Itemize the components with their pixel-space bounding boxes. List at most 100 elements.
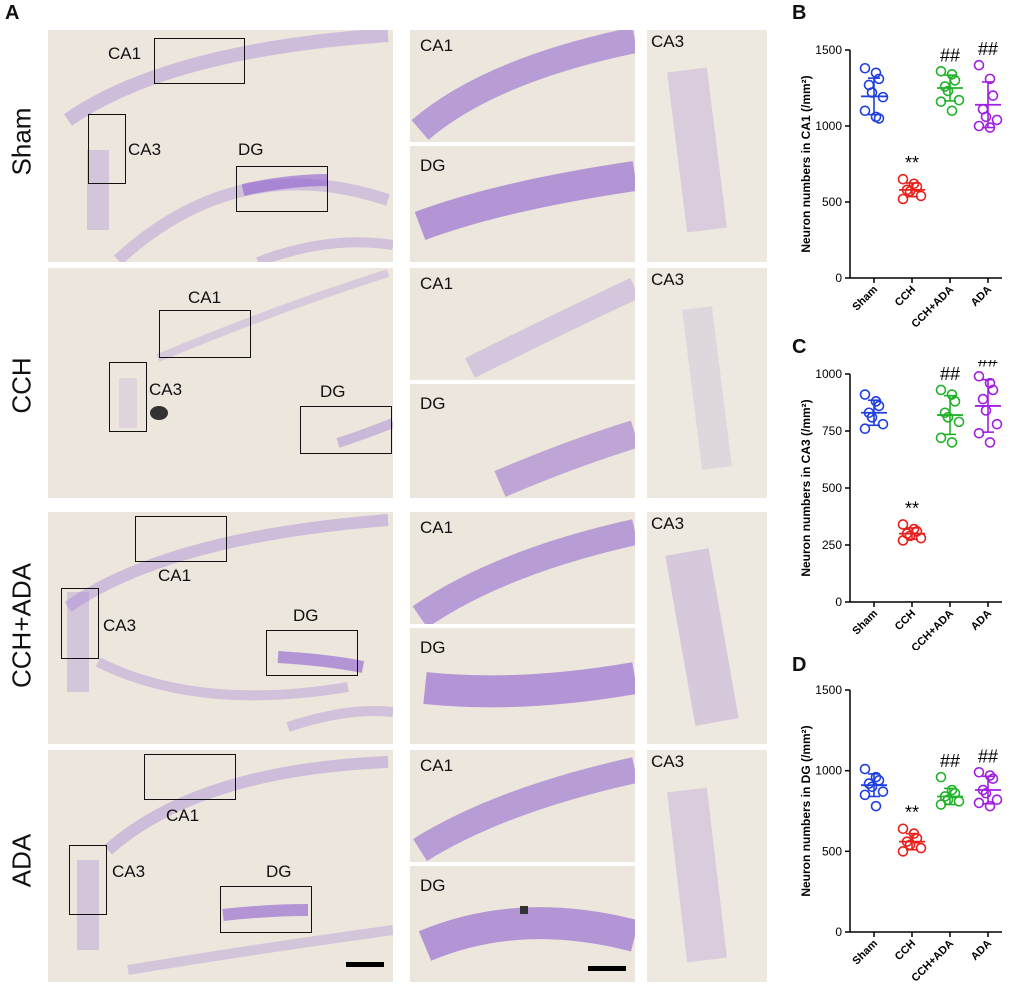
data-point (949, 787, 961, 799)
significance-mark: ## (978, 360, 998, 370)
data-point (980, 111, 992, 123)
significance-mark: ## (940, 45, 960, 65)
data-point (984, 437, 996, 448)
data-point (897, 535, 909, 546)
data-point (991, 418, 1003, 430)
roi-box-ca1 (159, 310, 251, 358)
roi-box-ca1 (135, 516, 227, 562)
region-label-ca1: CA1 (420, 518, 454, 537)
data-point (870, 800, 882, 812)
scale-bar (588, 966, 626, 971)
x-tick-label: Sham (850, 607, 880, 637)
data-point (953, 796, 965, 807)
region-label-dg: DG (420, 876, 446, 895)
data-point (946, 437, 958, 448)
scale-bar (346, 962, 384, 967)
data-point (904, 186, 916, 197)
data-point (915, 190, 927, 202)
significance-mark: ** (905, 498, 919, 518)
significance-mark: ## (978, 746, 998, 766)
y-axis-label: Neuron numbers in DG (/mm²) (799, 725, 813, 896)
y-tick-label: 750 (822, 424, 842, 438)
panel-letter-a: A (5, 2, 20, 24)
row-label-ada: ADA (6, 833, 37, 888)
region-label-dg: DG (320, 382, 346, 401)
significance-mark: ## (940, 364, 960, 384)
y-tick-label: 0 (835, 271, 842, 285)
y-tick-label: 250 (822, 538, 842, 552)
region-label-dg: DG (420, 638, 446, 657)
micrograph-sham-ca3: CA3 (647, 30, 767, 262)
data-point (973, 766, 985, 778)
data-point (901, 836, 913, 847)
x-tick-label: Sham (850, 283, 880, 313)
data-point (915, 842, 927, 854)
micrograph-sham-ca1: CA1 (410, 30, 635, 142)
micrograph-cch-ca1: CA1 (410, 268, 635, 380)
data-point (935, 65, 947, 77)
data-point (877, 91, 889, 103)
roi-box-ca3 (61, 588, 99, 659)
roi-box-ca1 (144, 754, 236, 800)
data-point (866, 781, 878, 793)
region-label-dg: DG (420, 156, 446, 175)
significance-mark: ** (905, 153, 919, 173)
data-point (946, 105, 958, 117)
roi-box-dg (220, 886, 312, 933)
data-point (973, 427, 985, 439)
micrograph-cch-ca3: CA3 (647, 268, 767, 498)
data-point (984, 800, 996, 812)
data-point (973, 797, 985, 809)
data-point (987, 90, 999, 101)
data-point (984, 770, 996, 781)
region-label-ca1: CA1 (188, 288, 222, 307)
data-point (897, 173, 909, 185)
data-point (946, 389, 958, 400)
micrograph-cch-ada-overview: CA1 CA3 DG (48, 512, 393, 744)
region-label-ca1: CA1 (158, 566, 192, 585)
micrograph-sham-overview: CA1 CA3 DG (48, 30, 393, 262)
data-point (949, 75, 961, 86)
region-label-ca3: CA3 (128, 140, 162, 159)
data-point (935, 96, 947, 107)
data-point (939, 791, 951, 802)
x-tick-label: CCH+ADA (909, 608, 956, 650)
chart-ca3-neuron-count: 0 250 500 750 1000 Neuron numbers in CA3 (/mm… (799, 360, 1003, 650)
region-label-ca3: CA3 (651, 752, 685, 771)
x-tick-label: ADA (969, 284, 994, 309)
data-point (987, 384, 999, 396)
data-point (973, 59, 985, 71)
data-point (866, 87, 878, 98)
data-point (870, 67, 882, 79)
y-tick-label: 500 (822, 195, 842, 209)
data-point (897, 519, 909, 530)
data-point (946, 784, 958, 796)
data-point (935, 384, 947, 396)
micrograph-ada-dg: DG (410, 866, 635, 982)
data-point (859, 423, 871, 435)
y-tick-label: 1500 (815, 683, 842, 697)
chart-ca1-neuron-count: 0 500 1000 1500 Neuron numbers in CA1 (/mm²)… (799, 39, 1003, 330)
data-point (935, 799, 947, 810)
y-tick-label: 0 (835, 925, 842, 939)
roi-box-dg (300, 406, 392, 454)
x-tick-label: ADA (969, 938, 994, 963)
region-label-ca1: CA1 (420, 274, 454, 293)
data-point (870, 771, 882, 783)
data-point (991, 114, 1003, 126)
chart-dg-neuron-count: 0 500 1000 1500 Neuron numbers in DG (/mm²) S… (799, 683, 1003, 984)
micrograph-sham-dg: DG (410, 146, 635, 262)
data-point (877, 786, 889, 797)
y-tick-label: 500 (822, 844, 842, 858)
data-point (915, 532, 927, 544)
data-point (984, 122, 996, 133)
region-label-ca1: CA1 (420, 756, 454, 775)
micrograph-ada-overview: CA1 CA3 DG (48, 750, 393, 982)
y-tick-label: 500 (822, 481, 842, 495)
data-point (863, 778, 875, 789)
region-label-ca3: CA3 (651, 270, 685, 289)
data-point (953, 416, 965, 428)
data-point (942, 794, 954, 806)
data-point (935, 771, 947, 783)
x-tick-label: CCH (893, 284, 918, 309)
